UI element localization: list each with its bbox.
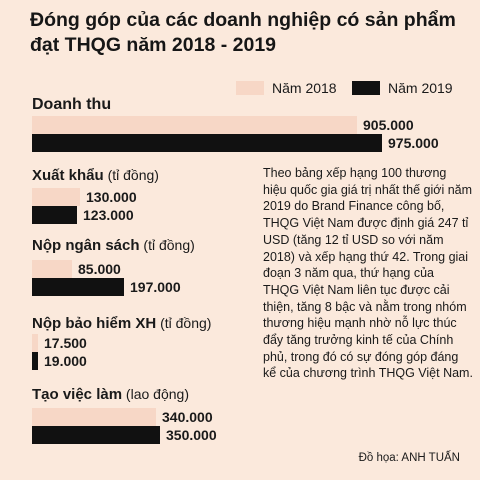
bar-2018 [32,408,156,426]
chart-title: Đóng góp của các doanh nghiệp có sản phẩ… [30,9,456,56]
bar-2019 [32,206,77,224]
bar-2019 [32,426,160,444]
data-label-2018: 85.000 [78,261,121,277]
bar-2019 [32,134,382,152]
data-label-2018: 17.500 [44,335,87,351]
legend-label-2018: Năm 2018 [272,80,337,96]
data-label-2018: 130.000 [86,189,137,205]
bar-2018 [32,188,80,206]
legend-item-2019: Năm 2019 [352,80,453,96]
data-label-2019: 123.000 [83,207,134,223]
data-label-2019: 19.000 [44,353,87,369]
legend-swatch-2018 [236,81,264,95]
legend-item-2018: Năm 2018 [236,80,337,96]
note-text: Theo bảng xếp hạng 100 thương hiệu quốc … [263,166,473,381]
bar-2019 [32,278,124,296]
data-label-2019: 197.000 [130,279,181,295]
bar-2018 [32,260,72,278]
data-label-2019: 975.000 [388,135,439,151]
legend-label-2019: Năm 2019 [388,80,453,96]
category-label: Nộp bảo hiểm XH (tỉ đồng) [32,315,212,332]
bar-2018 [32,116,357,134]
data-label-2019: 350.000 [166,427,217,443]
legend-swatch-2019 [352,81,380,95]
data-label-2018: 905.000 [363,117,414,133]
category-label: Xuất khẩu (tỉ đồng) [32,167,159,184]
graphic-credit: Đồ họa: ANH TUẤN [358,452,460,464]
bar-2019 [32,352,38,370]
category-label: Tạo việc làm (lao động) [32,386,189,403]
category-label: Doanh thu [32,96,112,113]
category-label: Nộp ngân sách (tỉ đồng) [32,237,195,254]
data-label-2018: 340.000 [162,409,213,425]
bar-2018 [32,334,38,352]
